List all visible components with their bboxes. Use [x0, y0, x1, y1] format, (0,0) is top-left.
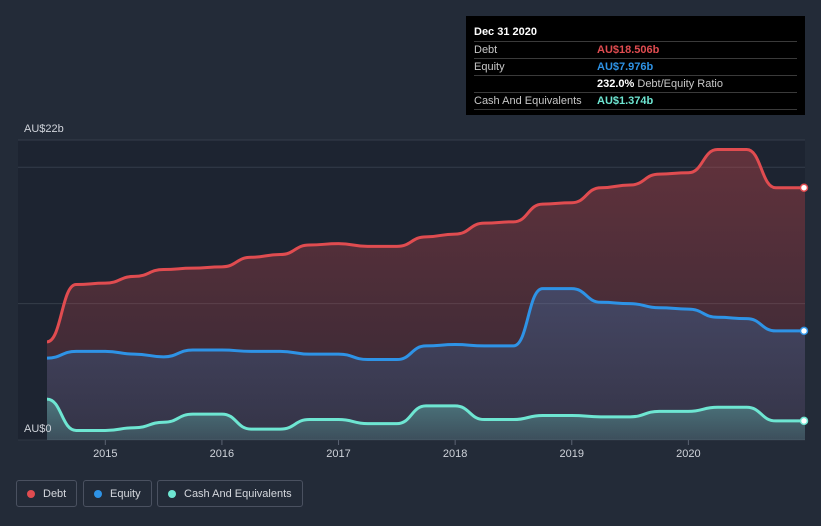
y-tick-label-max: AU$22b [24, 123, 64, 135]
data-tooltip: Dec 31 2020 Debt AU$18.506b Equity AU$7.… [466, 16, 805, 115]
tooltip-label: Debt [474, 42, 497, 58]
legend-item-cash[interactable]: Cash And Equivalents [157, 480, 303, 507]
x-tick-label: 2018 [443, 448, 467, 460]
x-tick-label: 2019 [560, 448, 584, 460]
tooltip-value: AU$7.976b [597, 59, 653, 75]
equity-endpoint [801, 327, 808, 334]
tooltip-ratio-label: Debt/Equity Ratio [637, 78, 723, 90]
tooltip-row-ratio: 232.0% Debt/Equity Ratio [474, 76, 797, 93]
tooltip-value: AU$1.374b [597, 93, 653, 109]
tooltip-value: AU$18.506b [597, 42, 659, 58]
x-tick-label: 2017 [326, 448, 350, 460]
tooltip-ratio: 232.0% Debt/Equity Ratio [597, 76, 723, 92]
tooltip-date: Dec 31 2020 [474, 24, 797, 42]
debt-legend-dot-icon [27, 490, 35, 498]
legend-label: Equity [110, 488, 141, 500]
equity-legend-dot-icon [94, 490, 102, 498]
tooltip-row-equity: Equity AU$7.976b [474, 59, 797, 76]
x-axis: 2015 2016 2017 2018 2019 2020 [93, 440, 701, 460]
tooltip-label: Cash And Equivalents [474, 93, 582, 109]
tooltip-ratio-value: 232.0% [597, 78, 634, 90]
tooltip-row-cash: Cash And Equivalents AU$1.374b [474, 93, 797, 110]
x-tick-label: 2020 [676, 448, 700, 460]
x-tick-label: 2016 [210, 448, 234, 460]
tooltip-label: Equity [474, 59, 505, 75]
cash-endpoint [801, 417, 808, 424]
y-tick-label-min: AU$0 [24, 423, 52, 435]
legend-label: Cash And Equivalents [184, 488, 292, 500]
tooltip-row-debt: Debt AU$18.506b [474, 42, 797, 59]
legend-item-equity[interactable]: Equity [83, 480, 152, 507]
legend-label: Debt [43, 488, 66, 500]
legend-item-debt[interactable]: Debt [16, 480, 77, 507]
x-tick-label: 2015 [93, 448, 117, 460]
debt-endpoint [801, 184, 808, 191]
cash-legend-dot-icon [168, 490, 176, 498]
